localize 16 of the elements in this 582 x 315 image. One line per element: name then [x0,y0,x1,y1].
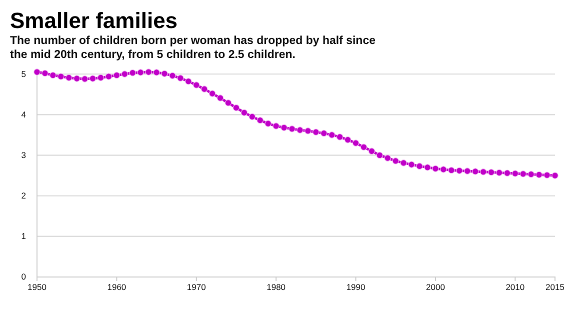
x-tick-label: 1950 [28,282,47,292]
y-tick-label: 3 [21,150,26,160]
y-tick-label: 0 [21,272,26,282]
x-tick-label: 1960 [107,282,126,292]
x-tick-label: 1990 [346,282,366,292]
x-tick-label: 2015 [546,282,565,292]
chart-title: Smaller families [10,8,178,33]
x-tick-label: 1980 [266,282,286,292]
y-tick-label: 5 [21,68,26,79]
y-tick-label: 1 [21,231,26,242]
x-tick-label: 2010 [506,282,525,292]
y-tick-label: 2 [21,190,26,201]
y-tick-label: 4 [21,109,26,120]
chart-subtitle: The number of children born per woman has dropped by half since the mid 20th century, from 5 children to 2.5 children. [10,35,376,61]
x-tick-label: 2000 [426,282,446,292]
x-tick-label: 1970 [186,282,206,292]
